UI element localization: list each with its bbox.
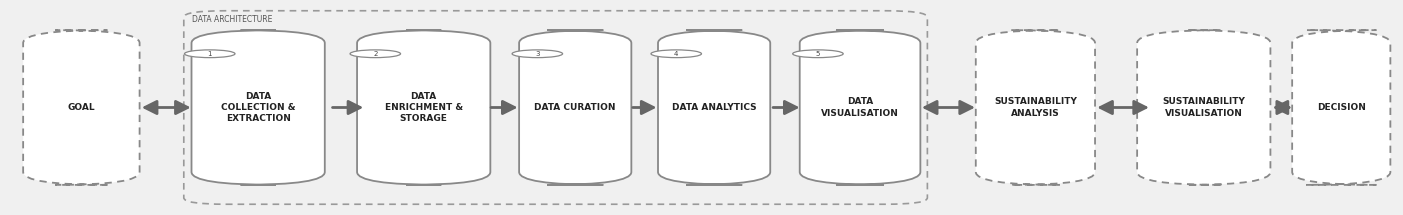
FancyBboxPatch shape — [191, 30, 325, 185]
Text: DATA
VISUALISATION: DATA VISUALISATION — [821, 97, 899, 118]
Text: DECISION: DECISION — [1317, 103, 1365, 112]
Circle shape — [512, 50, 563, 58]
Circle shape — [651, 50, 702, 58]
FancyBboxPatch shape — [976, 30, 1096, 185]
FancyBboxPatch shape — [519, 30, 631, 185]
FancyBboxPatch shape — [1292, 30, 1390, 185]
Text: DATA
COLLECTION &
EXTRACTION: DATA COLLECTION & EXTRACTION — [220, 92, 296, 123]
Text: SUSTAINABILITY
ANALYSIS: SUSTAINABILITY ANALYSIS — [993, 97, 1078, 118]
FancyBboxPatch shape — [22, 30, 140, 185]
Text: 4: 4 — [673, 51, 679, 57]
Text: 5: 5 — [815, 51, 821, 57]
Text: DATA
ENRICHMENT &
STORAGE: DATA ENRICHMENT & STORAGE — [384, 92, 463, 123]
Circle shape — [185, 50, 236, 58]
Text: DATA ANALYTICS: DATA ANALYTICS — [672, 103, 756, 112]
Text: 3: 3 — [535, 51, 540, 57]
Circle shape — [351, 50, 401, 58]
Text: DATA ARCHITECTURE: DATA ARCHITECTURE — [192, 15, 272, 24]
Text: SUSTAINABILITY
VISUALISATION: SUSTAINABILITY VISUALISATION — [1162, 97, 1246, 118]
Text: DATA CURATION: DATA CURATION — [535, 103, 616, 112]
Text: 2: 2 — [373, 51, 377, 57]
Text: GOAL: GOAL — [67, 103, 95, 112]
FancyBboxPatch shape — [800, 30, 920, 185]
Text: 1: 1 — [208, 51, 212, 57]
FancyBboxPatch shape — [358, 30, 491, 185]
FancyBboxPatch shape — [1136, 30, 1271, 185]
Circle shape — [793, 50, 843, 58]
FancyBboxPatch shape — [658, 30, 770, 185]
